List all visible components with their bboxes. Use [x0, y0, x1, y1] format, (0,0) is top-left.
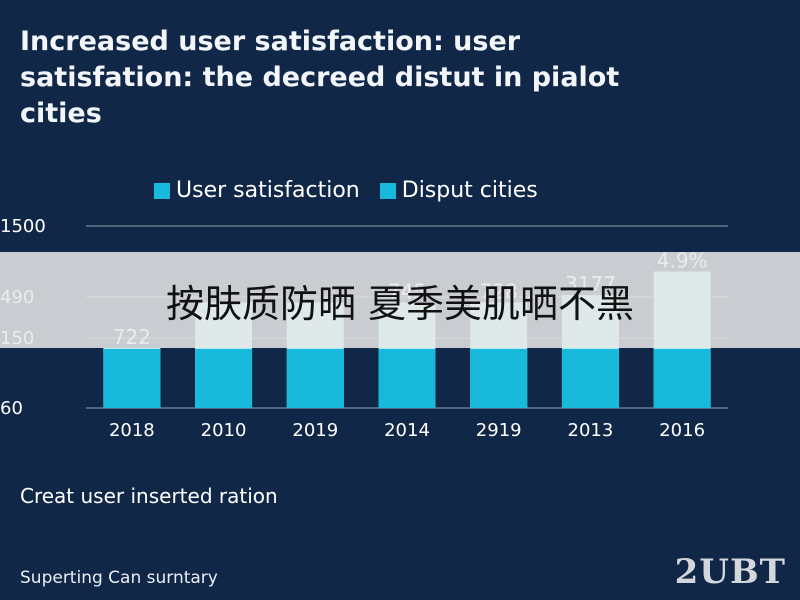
x-tick-label: 2016 — [659, 420, 705, 441]
legend-label-disput-cities: Disput cities — [401, 178, 538, 203]
footer-note: Superting Can surntary — [20, 568, 218, 588]
bar — [470, 349, 528, 408]
legend-label-user-satisfaction: User satisfaction — [176, 178, 360, 203]
bar — [195, 349, 253, 408]
x-tick-label: 2010 — [201, 420, 247, 441]
bar — [653, 349, 711, 408]
x-tick-label: 2919 — [476, 420, 522, 441]
legend-swatch-disput-cities — [379, 182, 396, 199]
x-tick-label: 2013 — [568, 420, 614, 441]
legend-item-user-satisfaction: User satisfaction — [154, 178, 360, 203]
brand-logo: 2UBT — [674, 552, 786, 592]
legend: User satisfaction Disput cities — [154, 178, 538, 203]
x-tick-label: 2019 — [292, 420, 338, 441]
bar — [561, 349, 619, 408]
overlay-banner-text: 按肤质防晒 夏季美肌晒不黑 — [165, 281, 635, 326]
x-tick-label: 2014 — [384, 420, 430, 441]
bar — [378, 349, 436, 408]
legend-item-disput-cities: Disput cities — [379, 178, 538, 203]
chart-title: Increased user satisfaction: user satisf… — [20, 26, 620, 129]
bar — [103, 349, 161, 408]
legend-swatch-user-satisfaction — [154, 182, 170, 199]
x-tick-label: 2018 — [109, 420, 155, 441]
y-tick-label: 60 — [0, 398, 23, 419]
y-tick-label: 1500 — [0, 216, 46, 237]
bar — [286, 349, 344, 408]
chart-caption: Creat user inserted ration — [20, 484, 278, 508]
overlay-banner: 按肤质防晒 夏季美肌晒不黑 — [0, 252, 800, 348]
